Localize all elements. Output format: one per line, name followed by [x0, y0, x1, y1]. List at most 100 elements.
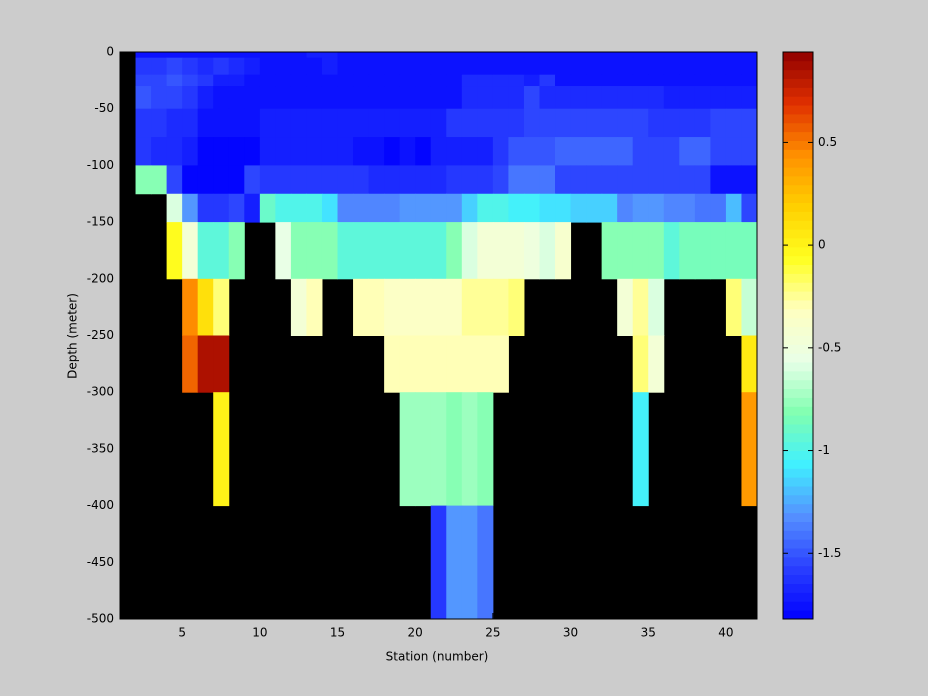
heat-cell	[694, 165, 711, 195]
heat-cell	[430, 86, 447, 110]
colorbar-swatch	[783, 238, 813, 248]
heat-cell	[275, 193, 292, 223]
heat-cell	[166, 165, 183, 195]
colorbar-swatch	[783, 282, 813, 292]
y-tick-label: -100	[87, 158, 114, 172]
colorbar-swatch	[783, 521, 813, 531]
heat-cell	[694, 193, 711, 223]
heat-cell	[632, 74, 649, 87]
heat-cell	[632, 137, 649, 166]
heat-cell	[197, 52, 214, 59]
heat-cell	[555, 193, 572, 223]
colorbar-swatch	[783, 583, 813, 593]
colorbar-swatch	[783, 291, 813, 301]
heat-cell	[446, 335, 463, 393]
heat-cell	[415, 165, 432, 195]
heat-cell	[710, 52, 727, 59]
heat-cell	[632, 165, 649, 195]
heat-cell	[306, 222, 323, 280]
colorbar-swatch	[783, 370, 813, 381]
colorbar-swatch	[783, 574, 813, 584]
heat-cell	[446, 222, 463, 280]
heat-cell	[555, 74, 572, 87]
heat-cell	[648, 74, 665, 87]
heat-cell	[555, 57, 572, 76]
heat-cell	[446, 137, 463, 166]
heat-cell	[166, 193, 183, 223]
heat-cell	[321, 222, 339, 280]
heat-cell	[275, 86, 292, 110]
heat-cell	[213, 165, 230, 195]
heat-cell	[523, 222, 540, 280]
heat-cell	[523, 86, 540, 110]
colorbar-swatch	[783, 344, 813, 354]
heat-cell	[632, 335, 649, 393]
heat-cell	[694, 74, 711, 87]
heat-cell	[353, 165, 370, 195]
heat-cell	[399, 392, 416, 507]
heat-cell	[321, 193, 339, 223]
heat-cell	[290, 193, 307, 223]
heat-cell	[492, 222, 509, 280]
heat-cell	[523, 165, 540, 195]
colorbar-swatch	[783, 96, 813, 106]
heat-cell	[228, 193, 245, 223]
colorbar-swatch	[783, 441, 813, 452]
heat-cell	[508, 52, 525, 59]
heat-cell	[741, 392, 758, 507]
heat-cell	[617, 278, 634, 336]
heat-cell	[399, 335, 416, 393]
heat-cell	[166, 57, 183, 76]
heat-cell	[617, 222, 634, 280]
heat-cell	[570, 137, 587, 166]
heat-cell	[368, 165, 385, 195]
heat-cell	[244, 74, 261, 87]
heat-cell	[368, 108, 385, 138]
heat-cell	[135, 165, 152, 195]
heat-cell	[135, 86, 152, 110]
heat-cell	[461, 74, 478, 87]
heat-cell	[461, 52, 478, 59]
colorbar-swatch	[783, 184, 813, 195]
heat-cell	[492, 52, 509, 59]
heat-cell	[259, 193, 276, 223]
heat-cell	[741, 108, 758, 138]
heat-cell	[508, 165, 525, 195]
heat-cell	[679, 165, 696, 195]
heat-cell	[710, 57, 727, 76]
heat-cell	[275, 74, 292, 87]
heat-cell	[679, 57, 696, 76]
heat-cell	[710, 137, 727, 166]
heat-cell	[384, 193, 401, 223]
heat-cell	[632, 193, 649, 223]
heat-cell	[306, 52, 323, 59]
heat-cell	[461, 165, 478, 195]
heat-cell	[523, 74, 540, 87]
heat-cell	[430, 193, 447, 223]
heat-cell	[539, 74, 556, 87]
heat-cell	[586, 108, 603, 138]
colorbar-swatch	[783, 326, 813, 336]
heat-cell	[321, 52, 339, 59]
heat-cell	[508, 86, 525, 110]
colorbar-swatch	[783, 246, 813, 257]
heat-cell	[306, 74, 323, 87]
heat-cell	[446, 52, 463, 59]
heat-cell	[306, 193, 323, 223]
colorbar-swatch	[783, 548, 813, 558]
heat-cell	[244, 108, 261, 138]
heat-cell	[477, 52, 494, 59]
colorbar-tick-label: 0	[818, 238, 826, 252]
heat-cell	[725, 86, 742, 110]
heat-cell	[259, 86, 276, 110]
heat-cell	[679, 74, 696, 87]
heat-cell	[368, 278, 385, 336]
heat-cell	[508, 108, 525, 138]
heat-cell	[555, 52, 572, 59]
colorbar-swatch	[783, 610, 813, 620]
heat-cell	[648, 222, 665, 280]
heat-cell	[570, 86, 587, 110]
heat-cell	[182, 137, 199, 166]
heat-cell	[399, 86, 416, 110]
heat-cell	[384, 86, 401, 110]
